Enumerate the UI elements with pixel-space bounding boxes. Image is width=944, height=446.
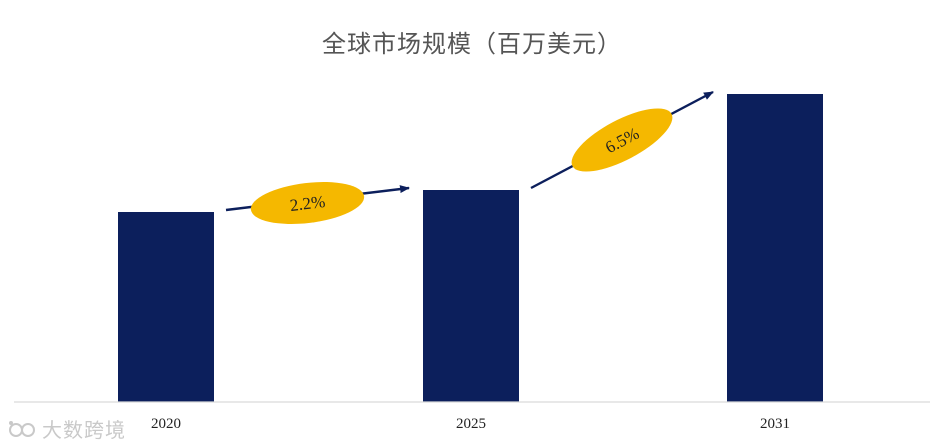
ideas-logo-icon	[9, 421, 35, 437]
chart-title: 全球市场规模（百万美元）	[322, 30, 622, 58]
x-tick-label-2025: 2025	[456, 416, 486, 432]
bar-2031	[727, 94, 823, 402]
x-tick-label-2020: 2020	[151, 416, 181, 432]
growth-badge-shape-1	[250, 182, 365, 224]
growth-badge-1: 2.2%	[250, 182, 365, 224]
bar-2025	[423, 190, 519, 402]
x-tick-label-2031: 2031	[760, 416, 790, 432]
watermark: 大数跨境	[8, 414, 126, 443]
growth-badge-2: 6.5%	[571, 108, 673, 172]
watermark-text: 大数跨境	[42, 418, 126, 442]
bar-2020	[118, 212, 214, 402]
growth-rate-label-1: 2.2%	[289, 192, 326, 215]
growth-badge-shape-2	[571, 108, 673, 172]
